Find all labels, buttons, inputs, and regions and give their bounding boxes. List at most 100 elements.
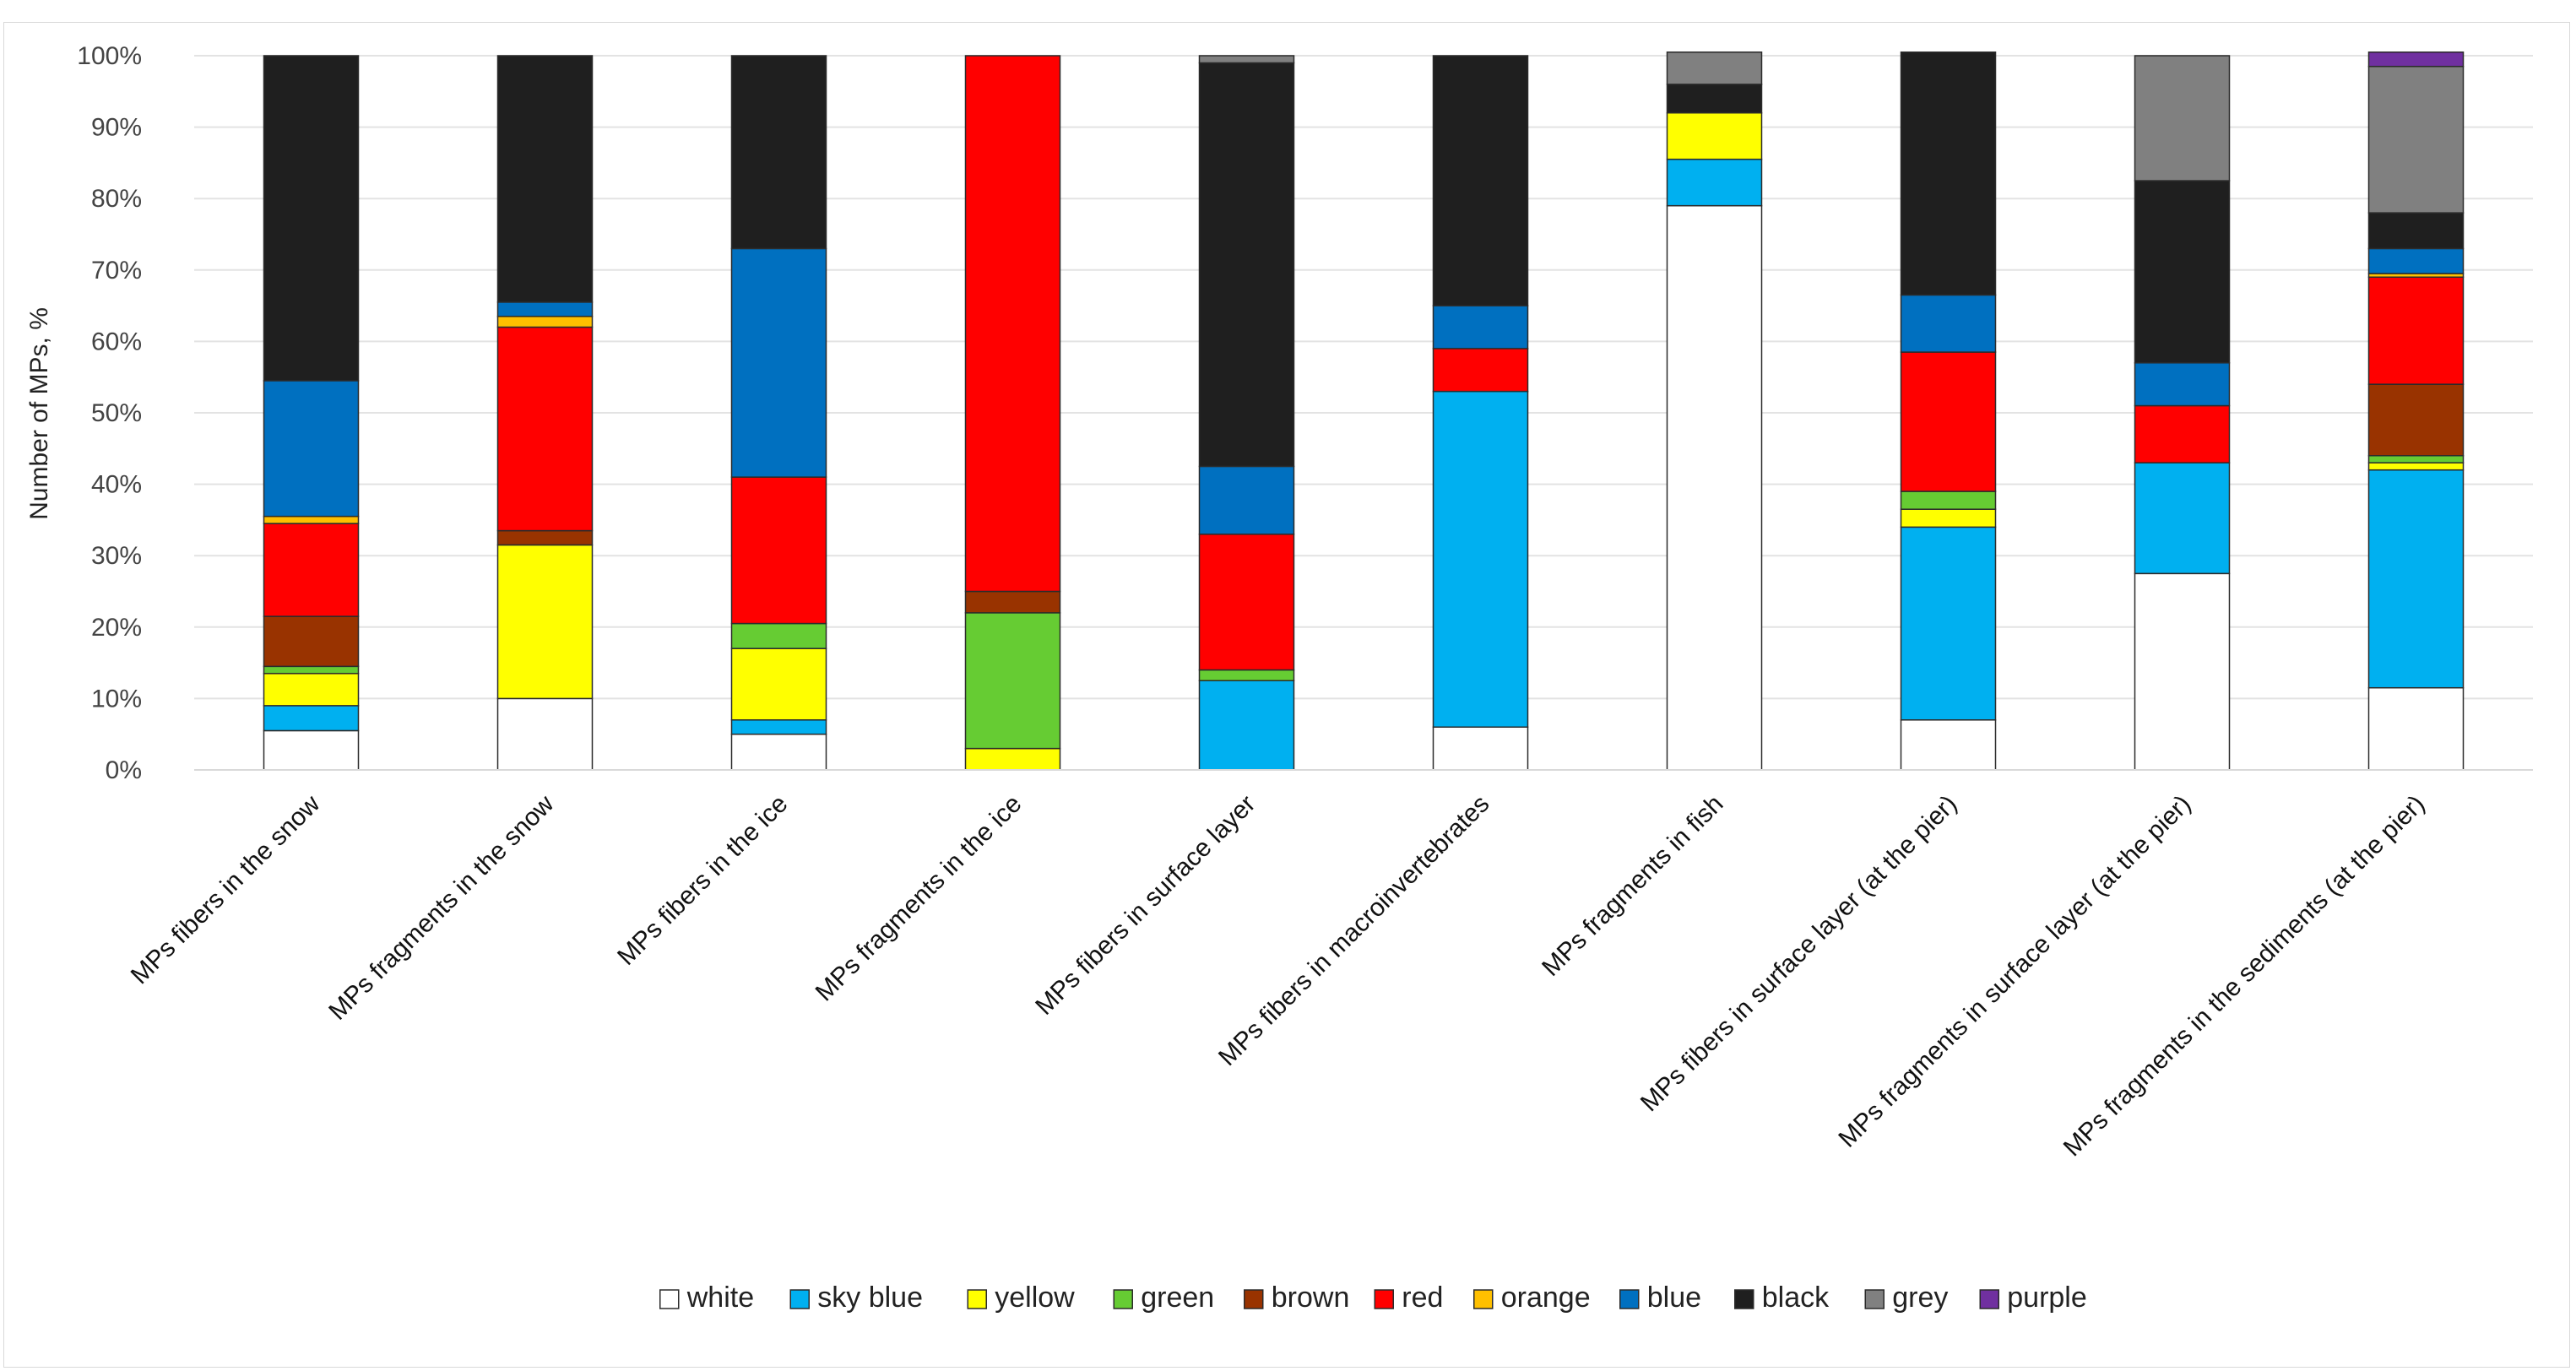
y-tick-label: 70% <box>91 257 142 284</box>
legend-swatch-green <box>1113 1289 1133 1309</box>
bar-segment-sky-blue <box>1666 158 1763 207</box>
bar-segment-blue <box>1432 305 1529 350</box>
bar-segment-green <box>730 622 827 649</box>
bar-segment-blue <box>1198 465 1295 535</box>
bar-segment-sky-blue <box>263 705 360 732</box>
legend-swatch-purple <box>1979 1289 1999 1309</box>
bar-segment-blue <box>2367 247 2465 274</box>
y-tick-label: 50% <box>91 399 142 427</box>
legend-swatch-white <box>659 1289 680 1309</box>
legend-swatch-grey <box>1864 1289 1885 1309</box>
x-category-label: MPs fragments in the sediments (at the p… <box>2058 790 2431 1162</box>
bar-segment-black <box>1432 55 1529 306</box>
y-tick-label: 40% <box>91 471 142 499</box>
bar-segment-yellow <box>263 673 360 707</box>
bar-segment-red <box>2134 404 2231 463</box>
legend-label: green <box>1141 1282 1214 1314</box>
bar-segment-white <box>1432 726 1529 771</box>
bar-segment-black <box>2367 212 2465 250</box>
bar-segment-white <box>2367 686 2465 771</box>
bar-segment-orange <box>263 515 360 524</box>
y-tick-label: 30% <box>91 542 142 570</box>
bar-segment-white <box>2134 572 2231 771</box>
bars <box>263 51 2465 771</box>
x-category-label: MPs fibers in macroinvertebrates <box>1213 790 1494 1071</box>
x-category-label: MPs fragments in the snow <box>323 789 559 1025</box>
bar-segment-grey <box>1198 55 1295 64</box>
bar-segment-green <box>1900 490 1997 510</box>
bar-segment-brown <box>2367 383 2465 457</box>
bar-segment-sky-blue <box>1900 526 1997 721</box>
x-category-label: MPs fibers in surface layer <box>1030 790 1261 1021</box>
bar-segment-yellow <box>1666 111 1763 160</box>
bar-segment-grey <box>2367 65 2465 214</box>
bar-segment-sky-blue <box>2367 469 2465 689</box>
legend-label: yellow <box>995 1282 1075 1314</box>
y-tick-label: 80% <box>91 185 142 213</box>
x-category-label: MPs fibers in the snow <box>126 789 326 989</box>
legend-swatch-black <box>1734 1289 1754 1309</box>
legend-label: black <box>1762 1282 1830 1314</box>
bar-segment-white <box>1666 204 1763 771</box>
bar-segment-red <box>263 523 360 617</box>
bar-segment-brown <box>496 529 594 546</box>
bar-segment-yellow <box>1900 508 1997 528</box>
bar-segment-blue <box>2134 362 2231 407</box>
bar-segment-green <box>263 665 360 675</box>
bar-segment-black <box>496 55 594 303</box>
legend: white sky blue yellow green brown red orange bl… <box>659 1282 2087 1314</box>
legend-label: orange <box>1501 1282 1591 1314</box>
bar-segment-yellow <box>2367 462 2465 471</box>
bar-segment-green <box>1198 669 1295 681</box>
y-tick-label: 10% <box>91 685 142 713</box>
bar-segment-yellow <box>730 648 827 721</box>
y-axis-title: Number of MPs, % <box>25 307 53 520</box>
bar-segment-sky-blue <box>2134 462 2231 575</box>
bar-segment-grey <box>1666 51 1763 85</box>
bar-segment-yellow <box>964 747 1061 771</box>
bar-segment-orange <box>496 316 594 328</box>
legend-label: sky blue <box>817 1282 923 1314</box>
bar-segment-red <box>964 55 1061 593</box>
bar-segment-black <box>730 55 827 250</box>
bar-segment-white <box>263 729 360 771</box>
x-category-label: MPs fragments in the ice <box>811 790 1028 1007</box>
legend-label: brown <box>1272 1282 1350 1314</box>
bar-segment-green <box>2367 455 2465 463</box>
y-tick-label: 0% <box>106 756 142 784</box>
bar-segment-sky-blue <box>730 719 827 735</box>
bar-segment-purple <box>2367 51 2465 68</box>
y-tick-label: 100% <box>77 42 142 70</box>
bar-segment-black <box>1198 62 1295 468</box>
bar-segment-sky-blue <box>1432 390 1529 728</box>
legend-label: red <box>1402 1282 1443 1314</box>
bar-segment-red <box>1198 534 1295 671</box>
bar-segment-black <box>1666 84 1763 114</box>
bar-segment-blue <box>730 247 827 478</box>
y-tick-label: 20% <box>91 614 142 642</box>
bar-segment-red <box>730 476 827 625</box>
legend-swatch-blue <box>1619 1289 1640 1309</box>
y-tick-label: 90% <box>91 114 142 142</box>
bar-segment-green <box>964 612 1061 750</box>
bar-segment-red <box>1900 351 1997 492</box>
bar-segment-white <box>1900 719 1997 771</box>
bar-segment-red <box>1432 348 1529 393</box>
y-tick-label: 60% <box>91 328 142 355</box>
x-category-label: MPs fragments in fish <box>1537 790 1728 982</box>
legend-swatch-yellow <box>967 1289 987 1309</box>
bar-segment-white <box>496 697 594 771</box>
bar-segment-blue <box>1900 294 1997 353</box>
bar-segment-sky-blue <box>1198 680 1295 771</box>
bar-segment-grey <box>2134 55 2231 182</box>
y-axis-tick-labels: 0% 10% 20% 30% 40% 50% 60% 70% 80% 90% 100% <box>77 42 142 784</box>
bar-segment-red <box>496 326 594 532</box>
legend-swatch-orange <box>1473 1289 1494 1309</box>
bar-segment-black <box>2134 180 2231 364</box>
bar-segment-yellow <box>496 544 594 700</box>
bar-segment-brown <box>964 590 1061 614</box>
bar-segment-black <box>1900 51 1997 296</box>
bar-segment-blue <box>496 301 594 317</box>
